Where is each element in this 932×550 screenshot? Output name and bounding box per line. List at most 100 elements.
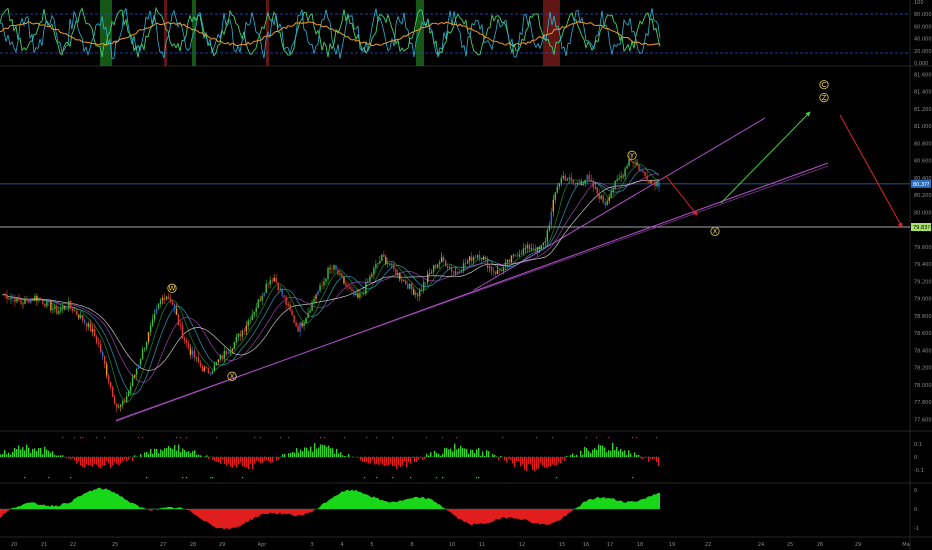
level-price-value: 79.83? <box>913 225 930 231</box>
momentum-area-positive <box>0 487 660 509</box>
candle-body <box>351 289 353 291</box>
histogram-dot <box>212 477 214 479</box>
histogram-dot <box>442 477 444 479</box>
candle-body <box>636 162 638 165</box>
histogram-bar <box>560 457 562 464</box>
candle-body <box>123 400 126 403</box>
candle-body <box>213 364 216 372</box>
histogram-bar <box>110 457 112 469</box>
candle-body <box>117 406 120 408</box>
candle-body <box>145 341 148 349</box>
date-tick-label: 5 <box>370 542 373 548</box>
histogram-bar <box>36 450 38 457</box>
histogram-bar <box>218 457 220 463</box>
histogram-bar <box>392 457 394 467</box>
candle-body <box>616 179 618 181</box>
histogram-dot <box>260 437 262 439</box>
candle-body <box>534 248 537 252</box>
candle-body <box>546 230 549 242</box>
histogram-bar <box>178 444 180 457</box>
histogram-dot <box>324 437 326 439</box>
candle-body <box>576 182 578 185</box>
candle-body <box>658 182 660 187</box>
candle-body <box>317 290 319 296</box>
histogram-bar <box>272 457 274 463</box>
histogram-bar <box>348 454 350 457</box>
candle-body <box>94 329 96 337</box>
date-tick-label: 10 <box>449 542 455 548</box>
candle-body <box>385 256 387 264</box>
histogram-bar <box>640 457 642 459</box>
candle-body <box>149 325 152 333</box>
histogram-bar <box>188 451 190 457</box>
trendline-lower-2 <box>115 165 829 421</box>
price-tick-label: 79.600 <box>914 245 932 251</box>
candle-body <box>189 348 192 355</box>
candle-body <box>275 277 277 283</box>
histogram-bar <box>104 457 106 466</box>
histogram-bar <box>478 447 480 457</box>
candle-body <box>323 281 325 286</box>
candle-body <box>255 307 257 312</box>
candle-body <box>135 368 138 375</box>
price-tick-label: 80.400 <box>914 176 932 182</box>
histogram-bar <box>152 453 154 457</box>
candle-body <box>327 267 329 279</box>
level-price-tag: 79.83? <box>911 223 931 232</box>
candle-body <box>103 356 106 365</box>
projection-arrow-up <box>720 111 811 204</box>
histogram-bar <box>4 450 6 457</box>
histogram-dot <box>182 477 184 479</box>
histogram-bar <box>544 457 546 468</box>
candle-body <box>600 195 602 199</box>
candle-body <box>131 377 134 387</box>
histogram-dot <box>552 437 554 439</box>
histogram-bar <box>302 451 304 457</box>
candle-body <box>620 175 622 179</box>
candle-body <box>267 283 269 285</box>
histogram-bar <box>546 457 548 469</box>
histogram-dot <box>242 477 244 479</box>
candle-body <box>450 267 453 272</box>
candle-body <box>173 304 176 309</box>
histogram-bar <box>468 453 470 457</box>
histogram-bar <box>552 457 554 465</box>
histogram-bar <box>52 451 54 457</box>
histogram-bar <box>190 453 192 457</box>
price-pane: W X Y X CZ 81.600 81.400 81.200 81.000 80.800 80.… <box>0 72 932 423</box>
candle-body <box>261 295 263 301</box>
histogram-bar <box>386 457 388 466</box>
histogram-bar <box>634 452 636 457</box>
histogram-dot <box>586 437 588 439</box>
price-axis: 81.600 81.400 81.200 81.000 80.800 80.600 80.4… <box>914 72 932 423</box>
histogram-bar <box>622 451 624 457</box>
histogram-bar <box>220 457 222 464</box>
wave-labels: W X Y X CZ <box>167 80 829 381</box>
candle-body <box>301 322 303 327</box>
histogram-bar <box>290 452 292 457</box>
candle-body <box>403 280 405 282</box>
candle-body <box>650 180 652 183</box>
candle-body <box>177 314 180 325</box>
histogram-bar <box>324 444 326 457</box>
candle-body <box>125 396 128 403</box>
histogram-bar <box>548 457 550 467</box>
candle-body <box>347 285 349 287</box>
candle-body <box>32 298 34 300</box>
histogram-bar <box>212 457 214 460</box>
histogram-bar <box>228 457 230 464</box>
candle-body <box>137 364 140 369</box>
candle-body <box>456 271 459 273</box>
candle-body <box>452 271 455 273</box>
candle-body <box>36 296 38 301</box>
candle-body <box>644 172 646 176</box>
candle-body <box>409 283 411 289</box>
candle-body <box>634 162 636 164</box>
histogram-bar <box>448 449 450 457</box>
candle-body <box>395 269 397 276</box>
last-price-tag: 80.3?? <box>911 179 931 188</box>
candle-body <box>253 311 255 315</box>
candle-body <box>369 276 371 282</box>
histogram-bar <box>364 457 366 463</box>
